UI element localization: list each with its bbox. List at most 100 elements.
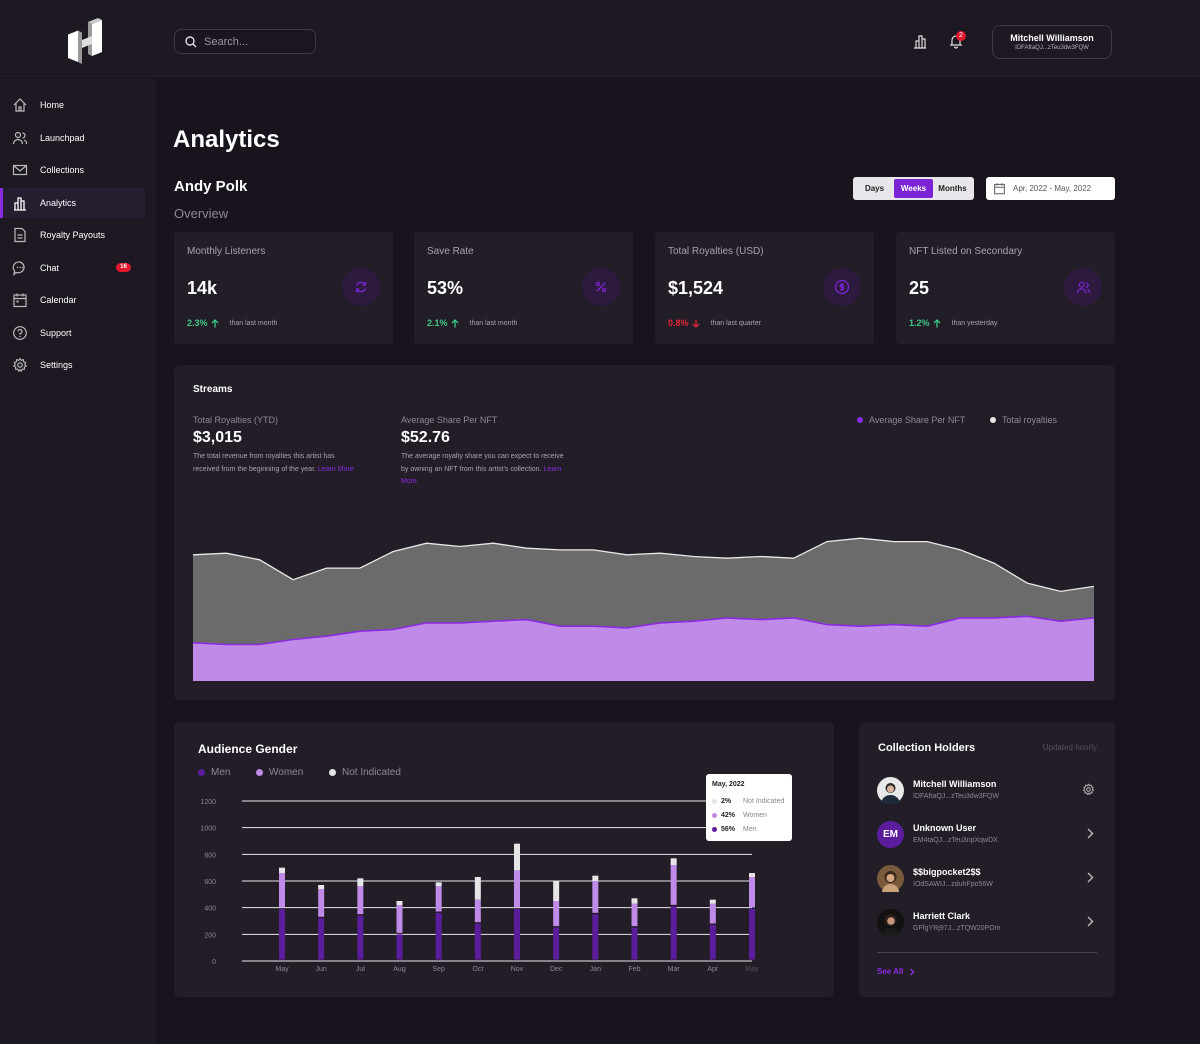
gear-icon[interactable] xyxy=(1082,783,1095,796)
sidebar-item-settings[interactable]: Settings xyxy=(0,350,145,380)
sidebar-item-label: Royalty Payouts xyxy=(40,230,106,240)
bar-segment-men[interactable] xyxy=(357,915,364,960)
user-menu[interactable]: Mitchell Williamson IDFAftaQJ...zTeu3dw3… xyxy=(992,25,1112,59)
arrow-up-icon xyxy=(451,318,458,327)
y-tick-label: 400 xyxy=(204,906,216,913)
bar-segment-not-indicated[interactable] xyxy=(474,877,481,900)
description-text: The total revenue from royalties this ar… xyxy=(193,453,335,473)
bar-segment-men[interactable] xyxy=(474,923,481,960)
legend-women[interactable]: Women xyxy=(256,767,303,778)
bar-segment-women[interactable] xyxy=(749,877,755,908)
sidebar-item-collections[interactable]: Collections xyxy=(0,155,145,185)
logo-icon[interactable] xyxy=(66,18,106,64)
tooltip-percent: 56% xyxy=(721,825,736,833)
sidebar-item-home[interactable]: Home xyxy=(0,90,145,120)
learn-more-link[interactable]: Learn More xyxy=(317,465,354,473)
bar-segment-men[interactable] xyxy=(514,909,520,960)
streams-area-chart xyxy=(193,537,1094,681)
bar-segment-not-indicated[interactable] xyxy=(670,858,677,865)
see-all-link[interactable]: See All xyxy=(877,967,915,976)
tooltip-label: Women xyxy=(743,811,767,819)
sidebar-item-launchpad[interactable]: Launchpad xyxy=(0,123,145,153)
bar-segment-women[interactable] xyxy=(514,870,520,908)
stat-description: The average royalty share you can expect… xyxy=(401,451,571,489)
person-avatar-icon xyxy=(881,783,900,804)
legend-men[interactable]: Men xyxy=(198,767,230,778)
search-input[interactable]: Search... xyxy=(174,29,316,54)
bar-segment-not-indicated[interactable] xyxy=(318,885,325,889)
bar-segment-not-indicated[interactable] xyxy=(553,881,560,901)
bar-segment-not-indicated[interactable] xyxy=(749,873,755,877)
stat-icon-circle xyxy=(342,268,380,306)
bar-segment-men[interactable] xyxy=(396,934,403,960)
bar-segment-men[interactable] xyxy=(592,914,599,960)
bar-segment-not-indicated[interactable] xyxy=(592,875,599,881)
streams-title: Streams xyxy=(193,384,233,395)
bar-segment-men[interactable] xyxy=(318,918,325,960)
sidebar-item-analytics[interactable]: Analytics xyxy=(0,188,145,218)
tab-weeks[interactable]: Weeks xyxy=(894,179,933,198)
bar-segment-women[interactable] xyxy=(357,886,364,915)
sidebar-item-royalty-payouts[interactable]: Royalty Payouts xyxy=(0,220,145,250)
bar-segment-women[interactable] xyxy=(396,905,403,933)
bar-segment-women[interactable] xyxy=(474,899,481,923)
learn-more-link[interactable]: Learn More xyxy=(401,465,562,486)
search-icon xyxy=(185,35,197,47)
document-icon xyxy=(14,227,26,243)
date-range-picker[interactable]: Apr, 2022 - May, 2022 xyxy=(986,177,1115,200)
bar-segment-women[interactable] xyxy=(553,901,560,927)
chevron-right-icon[interactable] xyxy=(1085,915,1095,928)
bar-segment-not-indicated[interactable] xyxy=(357,878,364,887)
stat-card-nft-listed: NFT Listed on Secondary 25 1.2% than yes… xyxy=(896,232,1115,344)
help-icon xyxy=(13,326,27,340)
gender-bar-chart: 0 200 400 600 800 1000 1200 May Jun Jul Aug Sep Oct N… xyxy=(200,799,759,973)
bar-segment-men[interactable] xyxy=(670,906,677,960)
collection-holders-panel: Collection Holders Updated hourly Mitche… xyxy=(859,722,1115,997)
bar-segment-not-indicated[interactable] xyxy=(396,901,403,905)
tab-months[interactable]: Months xyxy=(938,184,967,193)
legend-average-share[interactable]: Average Share Per NFT xyxy=(857,415,965,425)
date-range-value: Apr, 2022 - May, 2022 xyxy=(1013,184,1092,193)
stat-icon-circle xyxy=(1064,268,1102,306)
stat-value: 14k xyxy=(187,278,218,298)
bar-segment-women[interactable] xyxy=(435,886,442,912)
bar-segment-not-indicated[interactable] xyxy=(514,843,520,871)
chevron-right-icon[interactable] xyxy=(1085,871,1095,884)
sidebar-item-support[interactable]: Support xyxy=(0,318,145,348)
holder-row[interactable]: Harriett Clark GFfgYRj97J...zTQW20POm xyxy=(877,909,1097,939)
legend-label: Not Indicated xyxy=(342,767,401,778)
legend-total-royalties[interactable]: Total royalties xyxy=(990,415,1057,425)
bar-segment-women[interactable] xyxy=(709,903,716,924)
tab-days[interactable]: Days xyxy=(864,184,885,193)
stat-label: Average Share Per NFT xyxy=(401,415,498,425)
bar-segment-men[interactable] xyxy=(749,909,755,960)
bar-segment-not-indicated[interactable] xyxy=(709,899,716,904)
dollar-icon xyxy=(834,279,850,295)
bar-segment-women[interactable] xyxy=(279,873,285,908)
bar-segment-not-indicated[interactable] xyxy=(631,898,638,904)
total-royalties-line xyxy=(193,537,1094,593)
sidebar-item-chat[interactable]: Chat 16 xyxy=(0,253,145,283)
bar-segment-men[interactable] xyxy=(435,913,442,960)
holder-row[interactable]: $$bigpocket2$$ IOdSAWIJ...zduhFpo56W xyxy=(877,865,1097,895)
chevron-right-icon[interactable] xyxy=(1085,827,1095,840)
holder-row[interactable]: Mitchell Williamson IDFAftaQJ...zTeu3dw3… xyxy=(877,777,1097,807)
bar-segment-women[interactable] xyxy=(670,865,677,905)
avatar xyxy=(877,777,904,804)
bar-segment-men[interactable] xyxy=(631,927,638,960)
sidebar: Home Launchpad Collections Analytics Roy… xyxy=(0,78,156,1044)
bar-segment-not-indicated[interactable] xyxy=(279,867,285,873)
holder-row[interactable]: EM Unknown User EM4taQJ...zTeu3npXqwDX xyxy=(877,821,1097,851)
legend-not-indicated[interactable]: Not Indicated xyxy=(329,767,401,778)
holder-name: Harriett Clark xyxy=(913,911,971,921)
bar-segment-women[interactable] xyxy=(592,881,599,913)
bar-segment-men[interactable] xyxy=(553,927,560,960)
bar-segment-men[interactable] xyxy=(279,909,285,960)
bar-segment-men[interactable] xyxy=(709,925,716,960)
refresh-icon xyxy=(355,281,367,293)
bar-chart-icon[interactable] xyxy=(912,33,928,49)
bar-segment-women[interactable] xyxy=(631,903,638,927)
bar-segment-not-indicated[interactable] xyxy=(435,882,442,887)
sidebar-item-calendar[interactable]: Calendar xyxy=(0,285,145,315)
bar-segment-women[interactable] xyxy=(318,889,325,917)
